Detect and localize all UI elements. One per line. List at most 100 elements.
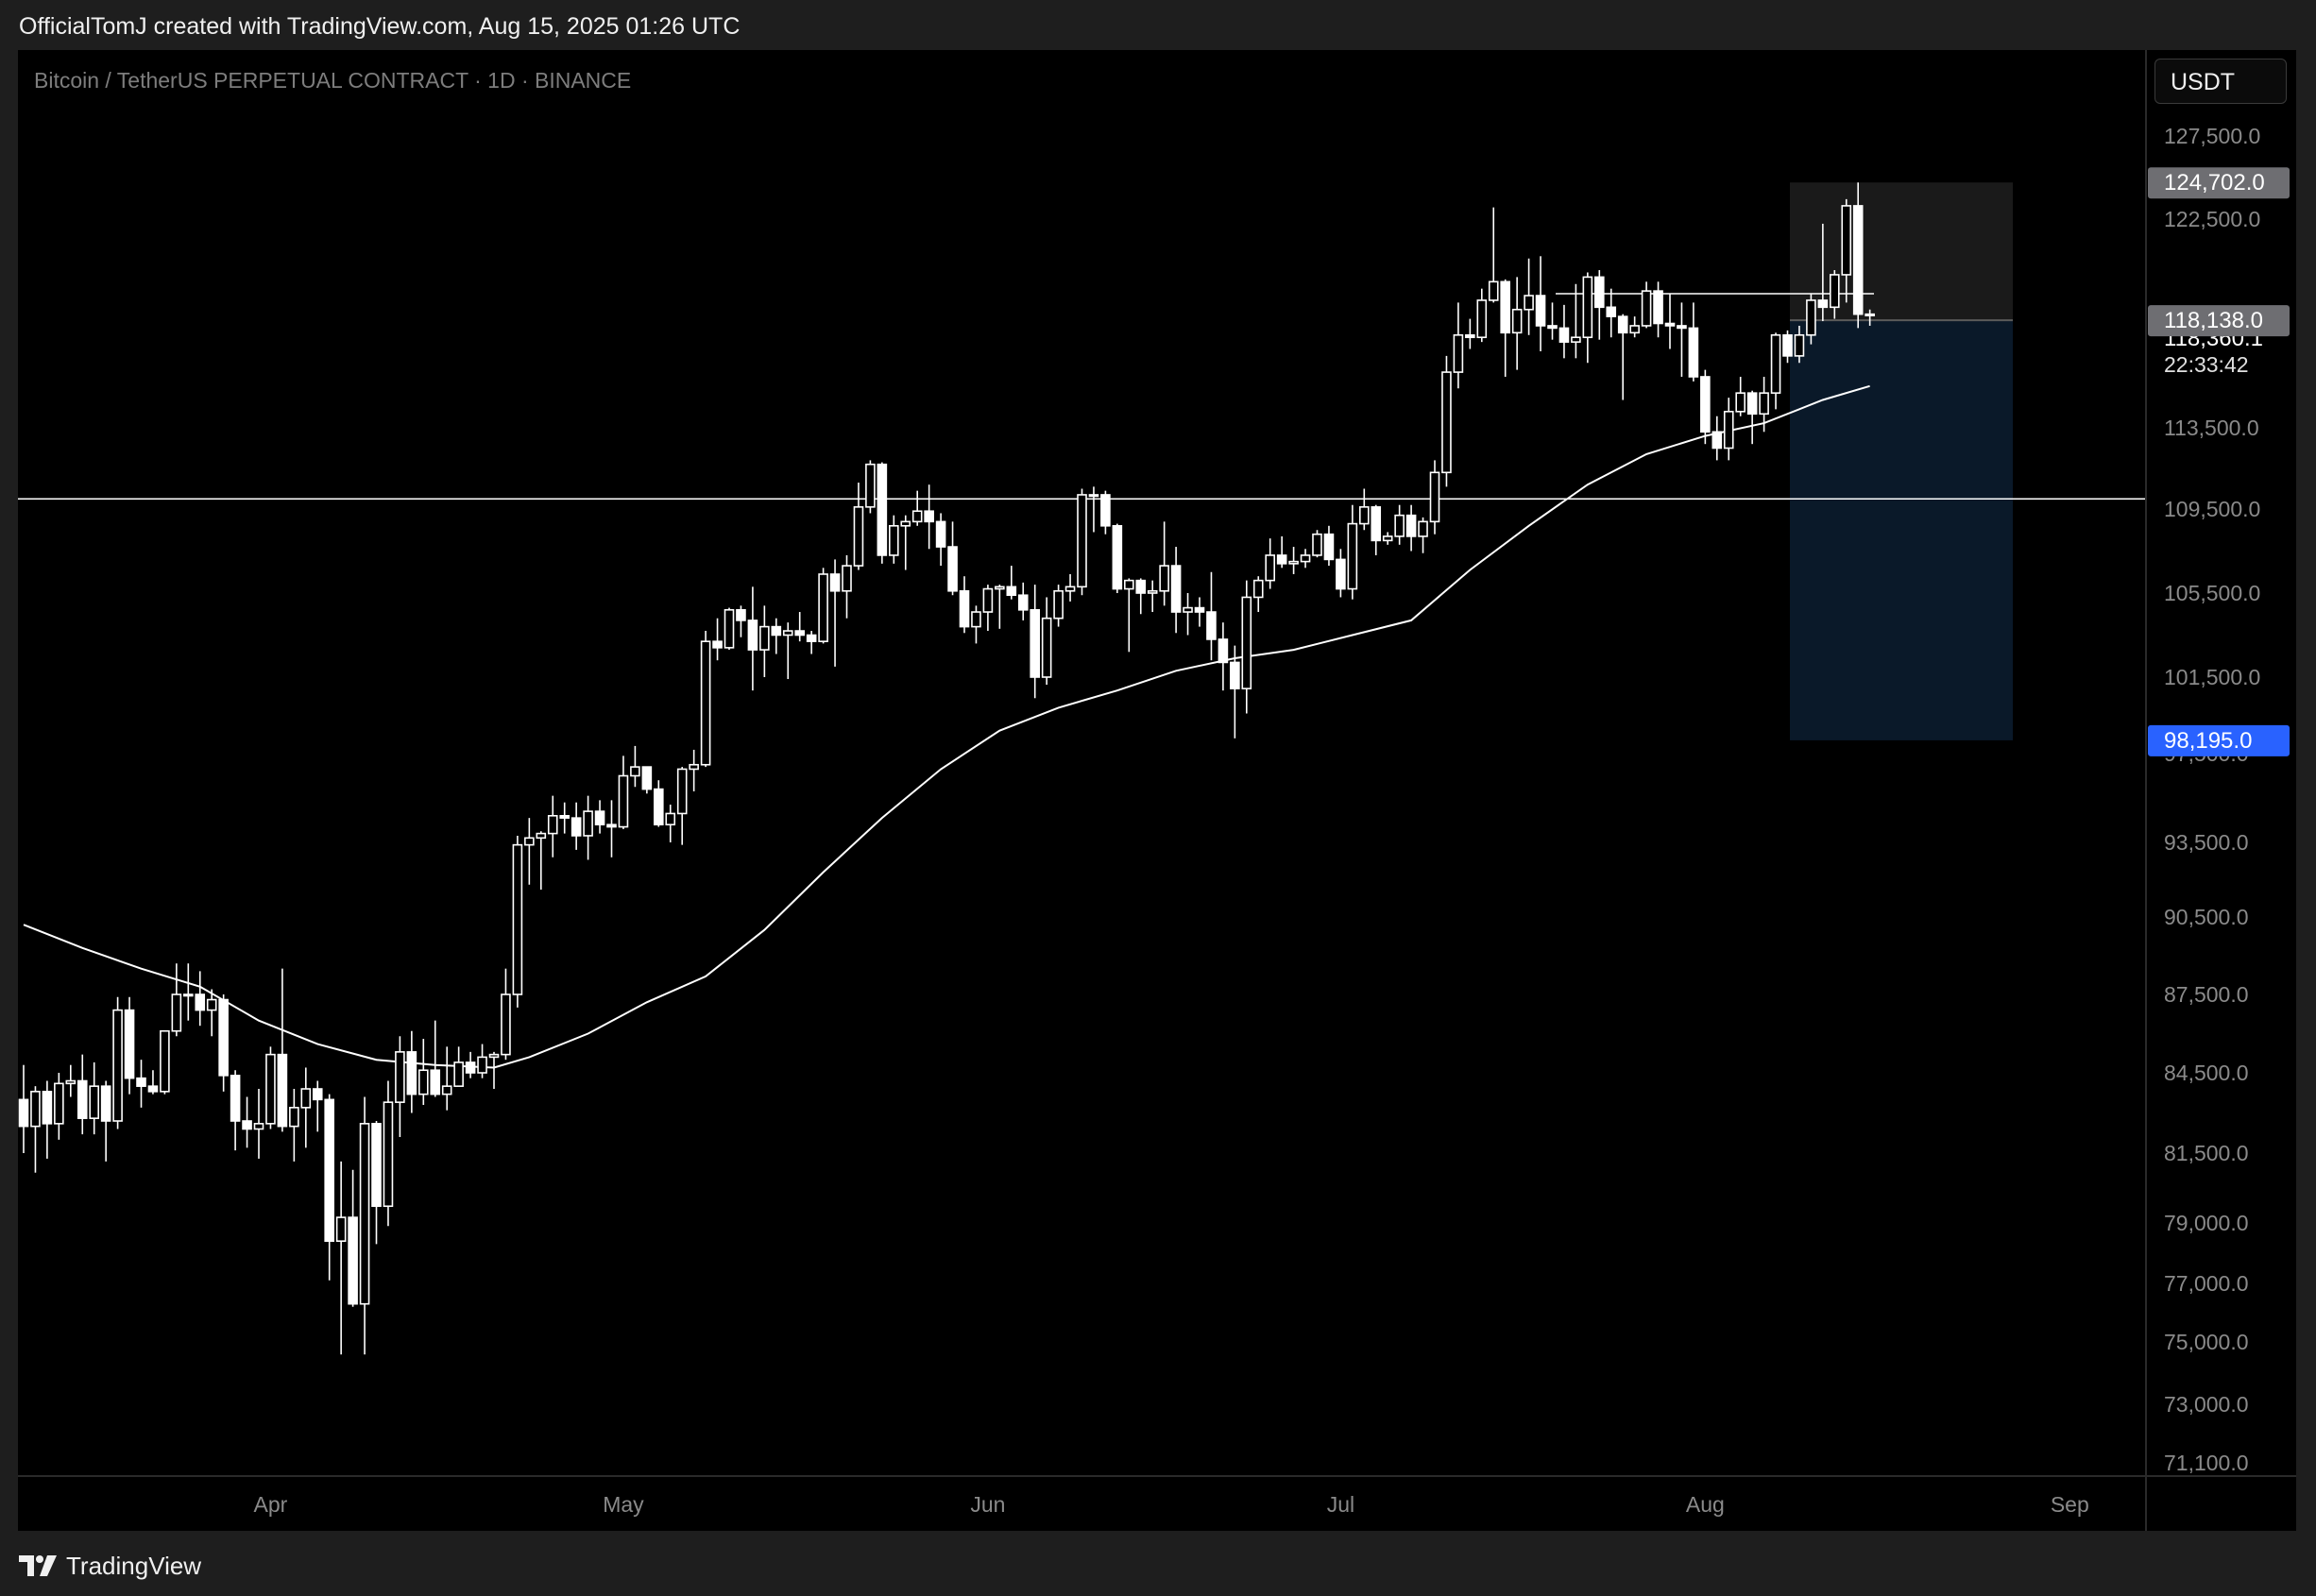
- candle-body: [1288, 560, 1299, 565]
- candle: [18, 1064, 29, 1153]
- candle: [1100, 490, 1111, 535]
- candle-body: [747, 620, 758, 651]
- candle: [536, 831, 547, 891]
- candle: [806, 631, 817, 654]
- candle: [1230, 645, 1240, 739]
- candle: [924, 484, 934, 550]
- price-tick-label: 109,500.0: [2164, 497, 2260, 521]
- candle-body: [570, 817, 582, 837]
- candle: [911, 490, 923, 526]
- entry-price-label-bg: [2148, 305, 2290, 337]
- candle-body: [417, 1069, 429, 1095]
- candle-body: [218, 998, 229, 1077]
- candle-body: [348, 1216, 358, 1305]
- candle: [724, 607, 735, 651]
- candle: [829, 559, 841, 667]
- candle: [947, 521, 958, 596]
- candle: [1817, 223, 1829, 322]
- candle: [406, 1030, 417, 1113]
- candle: [747, 586, 758, 691]
- candle-body: [453, 1061, 464, 1087]
- candle-body: [700, 640, 711, 766]
- candle: [759, 605, 770, 677]
- candle-body: [1230, 661, 1240, 689]
- footer-brand[interactable]: TradingView: [19, 1549, 201, 1583]
- candle: [1265, 538, 1275, 589]
- candle-body: [312, 1088, 323, 1101]
- candle-body: [524, 837, 535, 846]
- candle: [1288, 547, 1299, 574]
- time-tick-label: Jun: [970, 1492, 1005, 1517]
- candle: [1030, 585, 1040, 699]
- candle-body: [1135, 579, 1147, 594]
- candle-body: [759, 625, 770, 651]
- candle: [736, 605, 746, 637]
- candle-body: [547, 814, 558, 835]
- candle-body: [300, 1088, 312, 1109]
- candle: [594, 800, 605, 834]
- price-tick-label: 93,500.0: [2164, 830, 2249, 855]
- candle: [30, 1086, 41, 1173]
- candle-body: [630, 766, 640, 777]
- price-tick-label: 90,500.0: [2164, 905, 2249, 929]
- candle-body: [806, 634, 817, 642]
- candle: [1488, 207, 1499, 303]
- candle: [1053, 585, 1064, 627]
- candle: [1183, 593, 1193, 636]
- candle-body: [359, 1123, 370, 1305]
- candle: [1571, 283, 1581, 359]
- candle: [1535, 256, 1546, 351]
- candle: [1511, 277, 1523, 370]
- candle-body: [959, 589, 970, 628]
- candle-body: [112, 1009, 123, 1122]
- candle-body: [924, 510, 934, 523]
- candle-body: [1865, 313, 1875, 316]
- candlestick-chart[interactable]: 127,500.0 122,500.0 113,500.0 109,500.0 105,…: [18, 50, 2296, 1531]
- candle-body: [829, 573, 841, 592]
- candle: [712, 618, 723, 661]
- candle-body: [1830, 274, 1840, 309]
- candle-body: [1183, 606, 1193, 613]
- candle-body: [89, 1085, 99, 1119]
- candle-body: [1711, 431, 1723, 450]
- candle-body: [641, 766, 653, 790]
- candle-body: [465, 1061, 476, 1074]
- candle: [1617, 314, 1628, 400]
- candle: [395, 1036, 405, 1137]
- candle-body: [947, 546, 958, 592]
- candle-body: [430, 1069, 441, 1095]
- candle-body: [1252, 579, 1264, 599]
- candle: [289, 1089, 299, 1162]
- candle-body: [1594, 276, 1605, 309]
- candle-body: [818, 573, 828, 642]
- candle-body: [1336, 558, 1346, 590]
- axes-layer: 127,500.0 122,500.0 113,500.0 109,500.0 105,…: [18, 50, 2296, 1531]
- entry-price-label: 118,138.0: [2148, 305, 2290, 337]
- price-tick-label: 105,500.0: [2164, 581, 2260, 605]
- candle-body: [771, 625, 782, 637]
- candle-body: [488, 1053, 500, 1059]
- candle-body: [1664, 322, 1676, 327]
- candle-body: [1759, 392, 1769, 416]
- candle-body: [1041, 617, 1052, 678]
- candle-body: [1017, 594, 1029, 611]
- candle-body: [712, 640, 723, 649]
- candle: [335, 1161, 347, 1355]
- chart-panel[interactable]: 127,500.0 122,500.0 113,500.0 109,500.0 105,…: [18, 50, 2296, 1531]
- currency-unit-button[interactable]: USDT: [2154, 59, 2287, 104]
- candle: [171, 963, 182, 1037]
- candle-body: [594, 810, 605, 825]
- price-tick-label: 113,500.0: [2164, 416, 2259, 440]
- candle-body: [1677, 325, 1687, 330]
- time-tick-label: Aug: [1686, 1492, 1725, 1517]
- candle-body: [395, 1051, 405, 1103]
- price-tick-label: 73,000.0: [2164, 1392, 2249, 1417]
- candle: [1688, 302, 1699, 382]
- candle: [676, 767, 688, 845]
- candle: [265, 1046, 276, 1129]
- candle: [1746, 390, 1758, 445]
- candle-body: [1241, 596, 1252, 689]
- stop-loss-zone: [1790, 182, 2013, 321]
- candle-body: [1606, 306, 1617, 317]
- symbol-title[interactable]: Bitcoin / TetherUS PERPETUAL CONTRACT · …: [34, 68, 632, 93]
